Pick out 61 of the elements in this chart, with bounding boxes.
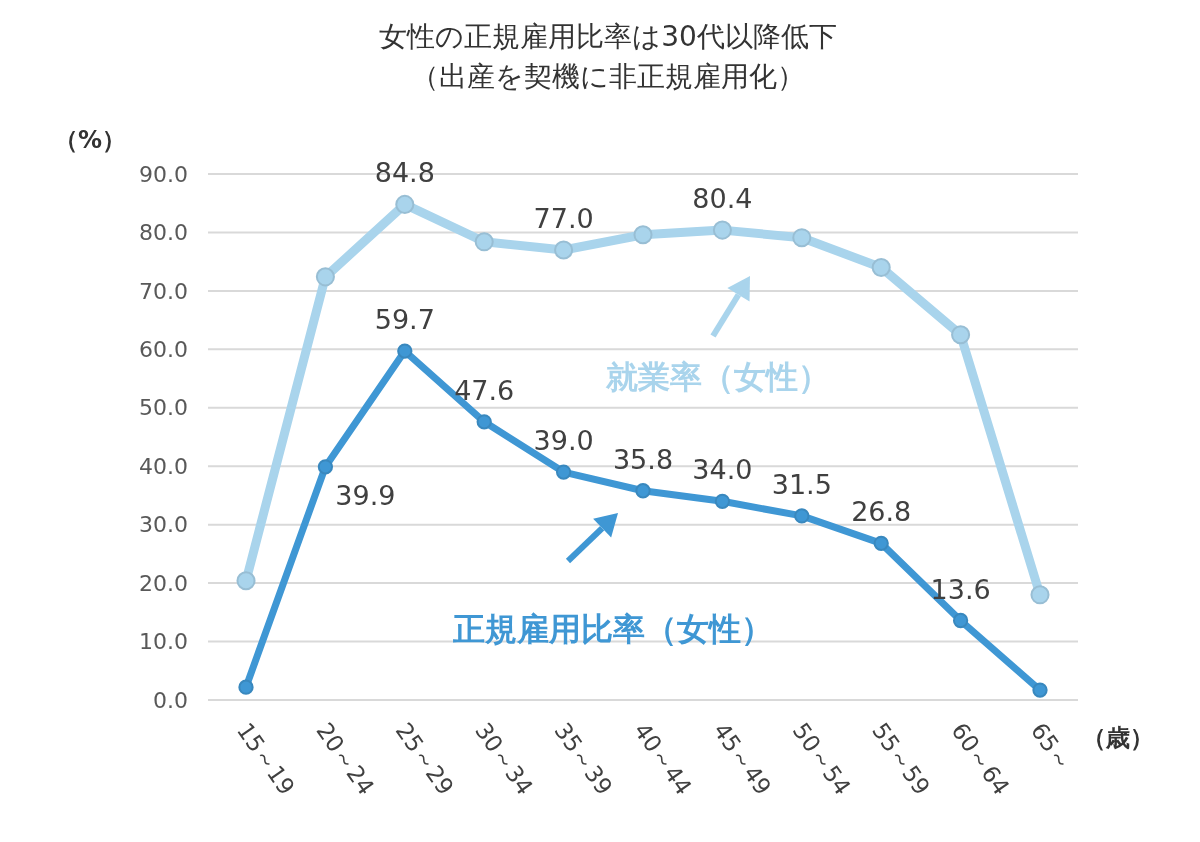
x-tick-label: 50～54	[787, 717, 856, 800]
data-label: 47.6	[454, 374, 515, 406]
y-tick-label: 50.0	[139, 395, 188, 421]
x-tick-label: 45～49	[708, 717, 777, 800]
point	[555, 464, 572, 480]
data-label: 35.8	[612, 443, 674, 475]
point	[395, 194, 415, 214]
point	[952, 612, 969, 629]
y-tick-label: 20.0	[139, 570, 188, 596]
point	[714, 493, 731, 509]
x-tick-label: 35～39	[549, 717, 618, 800]
x-tick-label: 55～59	[867, 717, 936, 800]
legend-label: 就業率（女性）	[605, 358, 830, 396]
data-label: 34.0	[692, 454, 753, 486]
data-label: 31.5	[771, 468, 832, 500]
point	[317, 459, 334, 475]
x-tick-label: 40～44	[628, 717, 697, 800]
point	[873, 535, 889, 552]
x-tick-label: 30～34	[470, 717, 539, 800]
point	[238, 679, 254, 695]
data-label: 39.0	[533, 425, 594, 457]
point	[951, 325, 971, 345]
x-tick-label: 25～29	[390, 717, 459, 800]
point	[794, 508, 810, 524]
data-label: 80.4	[692, 183, 753, 215]
x-tick-label: 20～24	[311, 717, 380, 800]
data-label: 59.7	[374, 304, 435, 336]
y-tick-label: 10.0	[139, 629, 188, 655]
point	[1032, 682, 1048, 698]
text: 正規雇用比率（女性）	[452, 610, 773, 648]
point	[315, 267, 335, 287]
point	[554, 240, 574, 260]
chart-title: 女性の正規雇用比率は30代以降低下	[379, 20, 837, 53]
point	[633, 225, 653, 245]
y-tick-label: 70.0	[139, 278, 188, 304]
y-tick-label: 90.0	[139, 161, 188, 187]
data-label: 13.6	[930, 573, 991, 605]
data-label: 39.9	[335, 479, 396, 511]
x-tick-label: 15～19	[231, 717, 300, 800]
point	[871, 257, 891, 278]
point	[792, 228, 812, 248]
point	[476, 414, 492, 430]
y-tick-label: 30.0	[139, 512, 188, 538]
point	[236, 571, 256, 591]
x-axis-title: （歳）	[1082, 724, 1154, 752]
data-label: 26.8	[851, 496, 912, 528]
point	[712, 220, 732, 240]
x-tick-label: 60～64	[946, 717, 1015, 800]
data-label: 84.8	[374, 157, 435, 189]
y-tick-label: 60.0	[139, 337, 188, 363]
y-tick-label: 40.0	[139, 453, 188, 479]
y-axis-title: （%）	[53, 126, 127, 154]
data-label: 77.0	[533, 202, 594, 234]
point	[1030, 585, 1050, 605]
chart-subtitle: （出産を契機に非正規雇用化）	[411, 60, 805, 93]
x-tick-label: 65～	[1025, 717, 1078, 776]
y-tick-label: 80.0	[139, 220, 188, 246]
point	[397, 343, 413, 359]
point	[635, 483, 651, 499]
y-tick-label: 0.0	[153, 687, 188, 713]
point	[474, 232, 494, 252]
